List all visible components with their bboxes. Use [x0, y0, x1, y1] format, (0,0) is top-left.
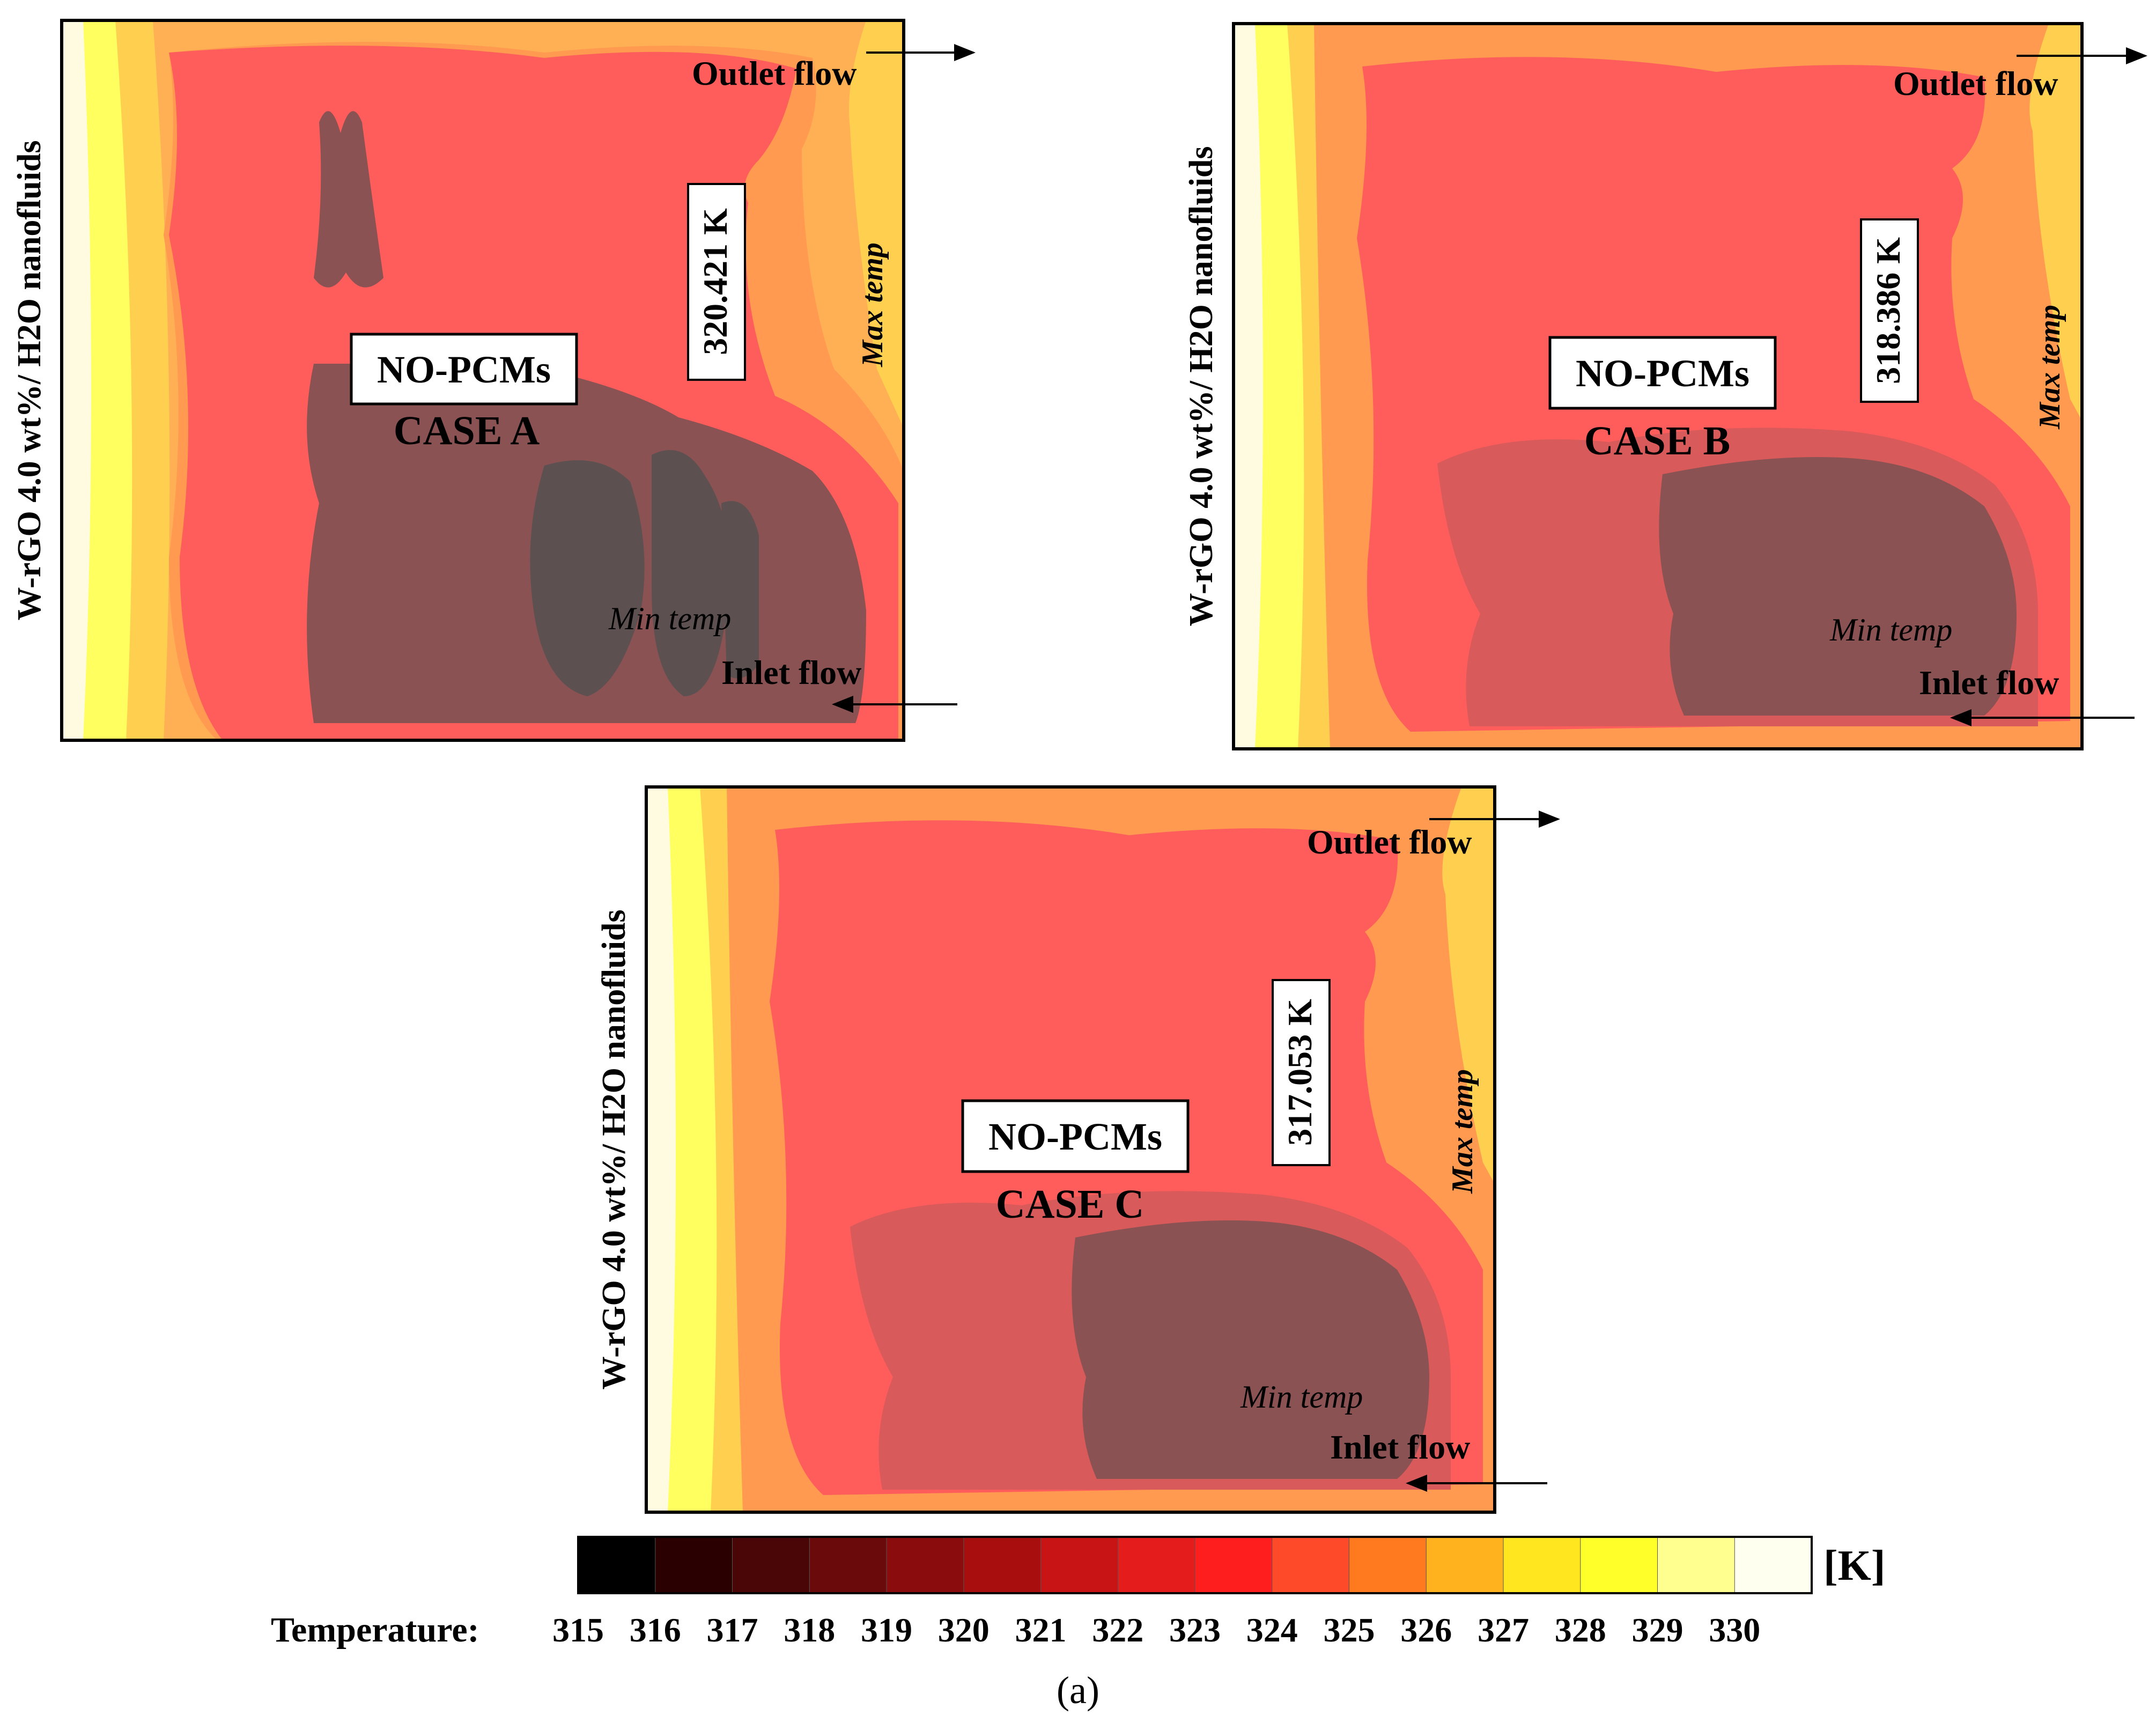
colorbar-tick-label: 327 — [1478, 1611, 1529, 1649]
colorbar-swatches — [578, 1536, 1813, 1594]
colorbar-tick-label: 316 — [630, 1611, 681, 1649]
max-temp-box-c — [1272, 979, 1331, 1166]
max-temp-marker-a: Max temp — [856, 242, 889, 367]
no-pcms-label-b: NO-PCMs — [1576, 352, 1749, 395]
figure-caption: (a) — [1057, 1669, 1099, 1712]
max-temp-label-c: Max temp — [1446, 1069, 1479, 1194]
max-temp-label-a: Max temp — [856, 242, 889, 367]
outlet-label-a: Outlet flow — [692, 54, 857, 92]
inlet-label-b: Inlet flow — [1919, 664, 2059, 702]
max-temp-box-a — [687, 183, 746, 381]
side-label-b: W-rGO 4.0 wt%/ H2O nanofluids — [1183, 146, 1220, 626]
colorbar-swatch — [1503, 1536, 1581, 1594]
panel-case-c: Outlet flow Inlet flow Min temp Max temp… — [596, 785, 1560, 1514]
colorbar-tick-label: 325 — [1324, 1611, 1375, 1649]
outlet-label-c: Outlet flow — [1307, 823, 1472, 861]
colorbar-swatch — [1426, 1536, 1504, 1594]
colorbar-swatch — [1734, 1536, 1813, 1594]
panel-case-b: Outlet flow Inlet flow Min temp Max temp… — [1183, 22, 2147, 750]
colorbar-tick-label: 328 — [1555, 1611, 1606, 1649]
colorbar-swatch — [1657, 1536, 1736, 1594]
colorbar-tick-label: 315 — [552, 1611, 604, 1649]
outlet-label-b: Outlet flow — [1893, 64, 2058, 102]
colorbar-swatch — [1040, 1536, 1119, 1594]
min-temp-label-a: Min temp — [608, 601, 731, 636]
colorbar-tick-label: 320 — [938, 1611, 990, 1649]
colorbar-swatch — [1194, 1536, 1273, 1594]
colorbar-swatch — [1117, 1536, 1196, 1594]
max-temp-label-b: Max temp — [2033, 305, 2066, 430]
colorbar-ticks: 315 316 317 318 319 320 321 322 323 324 325 326 327 3… — [552, 1611, 1760, 1649]
colorbar-swatch — [886, 1536, 964, 1594]
colorbar-unit: [K] — [1823, 1542, 1886, 1589]
colorbar-swatch — [1349, 1536, 1427, 1594]
case-label-a: CASE A — [394, 408, 540, 453]
panel-case-a: Outlet flow Inlet flow Min temp Max temp… — [11, 19, 976, 742]
no-pcms-label-c: NO-PCMs — [988, 1115, 1162, 1158]
no-pcms-label-a: NO-PCMs — [377, 348, 551, 391]
no-pcms-box-a — [350, 333, 578, 406]
no-pcms-box-b — [1548, 336, 1777, 410]
colorbar-tick-label: 319 — [861, 1611, 912, 1649]
max-temp-box-b — [1860, 218, 1919, 403]
colorbar-frame — [577, 1536, 1813, 1594]
panel-a-frame — [60, 19, 905, 742]
colorbar-swatch — [732, 1536, 810, 1594]
colorbar-swatch — [1580, 1536, 1658, 1594]
colorbar-tick-label: 317 — [707, 1611, 758, 1649]
colorbar-tick-label: 330 — [1709, 1611, 1760, 1649]
side-label-a: W-rGO 4.0 wt%/ H2O nanofluids — [11, 140, 48, 620]
min-temp-label-c: Min temp — [1240, 1379, 1363, 1415]
colorbar-swatch — [578, 1536, 656, 1594]
colorbar-tick-label: 324 — [1246, 1611, 1298, 1649]
max-temp-value-c: 317.053 K — [1281, 999, 1319, 1146]
colorbar-tick-label: 326 — [1400, 1611, 1452, 1649]
no-pcms-box-c — [961, 1099, 1190, 1173]
inlet-label-a: Inlet flow — [721, 653, 861, 691]
inlet-label-c: Inlet flow — [1330, 1428, 1470, 1466]
case-label-c: CASE C — [996, 1182, 1145, 1227]
max-temp-value-b: 318.386 K — [1869, 237, 1907, 384]
colorbar: [K] Temperature: 315 316 317 318 319 320 321 32… — [271, 1536, 1886, 1650]
colorbar-swatch — [963, 1536, 1042, 1594]
colorbar-label: Temperature: — [271, 1610, 479, 1650]
colorbar-tick-label: 323 — [1169, 1611, 1221, 1649]
colorbar-tick-label: 318 — [784, 1611, 835, 1649]
panel-b-frame — [1232, 22, 2084, 750]
min-temp-label-b: Min temp — [1829, 612, 1952, 647]
colorbar-tick-label: 321 — [1015, 1611, 1067, 1649]
colorbar-tick-label: 329 — [1632, 1611, 1684, 1649]
case-label-b: CASE B — [1584, 418, 1730, 463]
colorbar-swatch — [809, 1536, 888, 1594]
max-temp-value-a: 320.421 K — [696, 208, 734, 355]
side-label-c: W-rGO 4.0 wt%/ H2O nanofluids — [596, 909, 632, 1389]
colorbar-tick-label: 322 — [1092, 1611, 1143, 1649]
colorbar-swatch — [655, 1536, 733, 1594]
panel-c-frame — [645, 785, 1496, 1514]
colorbar-swatch — [1272, 1536, 1350, 1594]
